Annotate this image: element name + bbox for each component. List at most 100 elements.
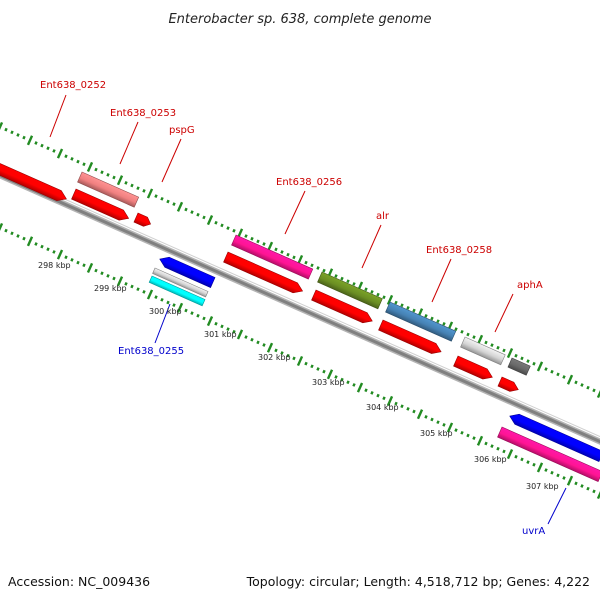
upper-track-minor-tick	[496, 345, 500, 350]
lower-track-minor-tick	[556, 473, 560, 478]
kbp-tick-label: 305 kbp	[420, 429, 453, 438]
lower-track-major-tick	[416, 409, 424, 420]
upper-track-minor-tick	[580, 383, 584, 387]
light-gray-feature-shape	[152, 267, 209, 298]
upper-track-minor-tick	[484, 340, 488, 345]
accession-text: Accession: NC_009436	[8, 574, 150, 589]
upper-track-minor-tick	[136, 186, 140, 191]
upper-tick-track	[0, 121, 600, 399]
upper-track-minor-tick	[214, 220, 218, 225]
upper-track-minor-tick	[394, 300, 398, 305]
gene-label: Ent638_0258	[426, 245, 492, 256]
upper-track-minor-tick	[40, 143, 44, 148]
upper-track-minor-tick	[100, 170, 104, 175]
lower-track-minor-tick	[550, 470, 554, 475]
lower-track-minor-tick	[166, 300, 170, 305]
lower-track-minor-tick	[484, 441, 488, 446]
cds-aphA-shape	[453, 355, 493, 380]
backbone-line	[0, 173, 600, 444]
upper-track-minor-tick	[424, 314, 428, 318]
lower-track-minor-tick	[352, 383, 356, 387]
upper-track-minor-tick	[532, 361, 536, 366]
upper-track-minor-tick	[112, 175, 116, 180]
genome-backbone	[0, 169, 600, 445]
gene-uvrA-shape	[509, 413, 600, 462]
cds-pspG-shape	[133, 212, 152, 227]
upper-track-major-tick	[26, 135, 34, 146]
lower-track-major-tick	[176, 302, 184, 313]
lower-track-minor-tick	[334, 375, 338, 379]
upper-track-minor-tick	[190, 210, 194, 214]
upper-track-minor-tick	[244, 234, 248, 238]
lower-track-minor-tick	[226, 327, 230, 331]
feature-gene-0258	[385, 301, 457, 342]
upper-track-minor-tick	[106, 173, 110, 177]
upper-track-major-tick	[386, 294, 394, 305]
upper-track-minor-tick	[520, 356, 524, 361]
upper-track-minor-tick	[82, 162, 86, 167]
lower-track-minor-tick	[142, 289, 146, 294]
upper-track-minor-tick	[352, 282, 356, 286]
lower-track-minor-tick	[82, 263, 86, 268]
gene-label: pspG	[169, 125, 195, 136]
gene-label: aphA	[517, 280, 543, 291]
lower-track-minor-tick	[232, 329, 236, 334]
upper-track-minor-tick	[310, 263, 314, 268]
feature-track	[0, 158, 600, 483]
backbone-highlight	[0, 169, 600, 438]
feature-cds-alr	[311, 289, 373, 324]
gene-label: Ent638_0253	[110, 108, 176, 119]
lower-track-minor-tick	[94, 268, 98, 273]
lower-track-minor-tick	[40, 244, 44, 249]
upper-track-minor-tick	[574, 380, 578, 385]
lower-track-minor-tick	[76, 260, 80, 265]
kbp-tick-label: 302 kbp	[258, 353, 291, 362]
feature-cds-0256	[223, 251, 304, 294]
leader-line	[494, 293, 514, 333]
gene-label: Ent638_0252	[40, 80, 106, 91]
gene-aphA-shape	[460, 336, 506, 366]
upper-track-minor-tick	[526, 359, 530, 363]
lower-track-minor-tick	[520, 457, 524, 462]
upper-track-minor-tick	[76, 159, 80, 164]
kbp-labels: 298 kbp 299 kbp 300 kbp 301 kbp 302 kbp 303 k…	[38, 261, 559, 491]
leader-line	[161, 138, 182, 183]
upper-track-minor-tick	[436, 319, 440, 324]
lower-track-minor-tick	[4, 228, 8, 233]
upper-track-minor-tick	[94, 167, 98, 172]
kbp-tick-label: 300 kbp	[149, 307, 182, 316]
upper-track-minor-tick	[274, 247, 278, 252]
leader-line	[119, 121, 139, 165]
lower-track-minor-tick	[310, 364, 314, 369]
upper-track-minor-tick	[400, 303, 404, 308]
upper-track-minor-tick	[34, 141, 38, 145]
gene-0258-shape	[385, 301, 457, 342]
upper-track-minor-tick	[64, 154, 68, 159]
feature-cds-aphA	[453, 355, 493, 380]
lower-track-minor-tick	[274, 348, 278, 353]
lower-track-minor-tick	[460, 430, 464, 435]
upper-track-minor-tick	[322, 268, 326, 273]
lower-track-minor-tick	[154, 295, 158, 300]
lower-track-minor-tick	[376, 393, 380, 398]
genome-summary-text: Topology: circular; Length: 4,518,712 bp…	[246, 574, 590, 589]
kbp-tick-label: 301 kbp	[204, 330, 237, 339]
lower-track-minor-tick	[322, 369, 326, 374]
lower-track-minor-tick	[340, 377, 344, 382]
lower-track-major-tick	[206, 316, 214, 327]
gene-0256-shape	[231, 234, 314, 280]
gene-0252-shape	[0, 158, 67, 201]
upper-track-minor-tick	[442, 321, 446, 326]
kbp-tick-label: 303 kbp	[312, 378, 345, 387]
gene-label: Ent638_0256	[276, 177, 342, 188]
lower-track-minor-tick	[496, 446, 500, 451]
upper-track-minor-tick	[346, 279, 350, 284]
lower-track-major-tick	[476, 435, 484, 446]
upper-track-minor-tick	[304, 260, 308, 265]
upper-track-minor-tick	[364, 287, 368, 292]
feature-gene-0255	[159, 256, 216, 288]
lower-track-minor-tick	[100, 271, 104, 276]
lower-track-minor-tick	[436, 420, 440, 425]
upper-track-major-tick	[0, 121, 4, 130]
kbp-tick-label: 307 kbp	[526, 482, 559, 491]
